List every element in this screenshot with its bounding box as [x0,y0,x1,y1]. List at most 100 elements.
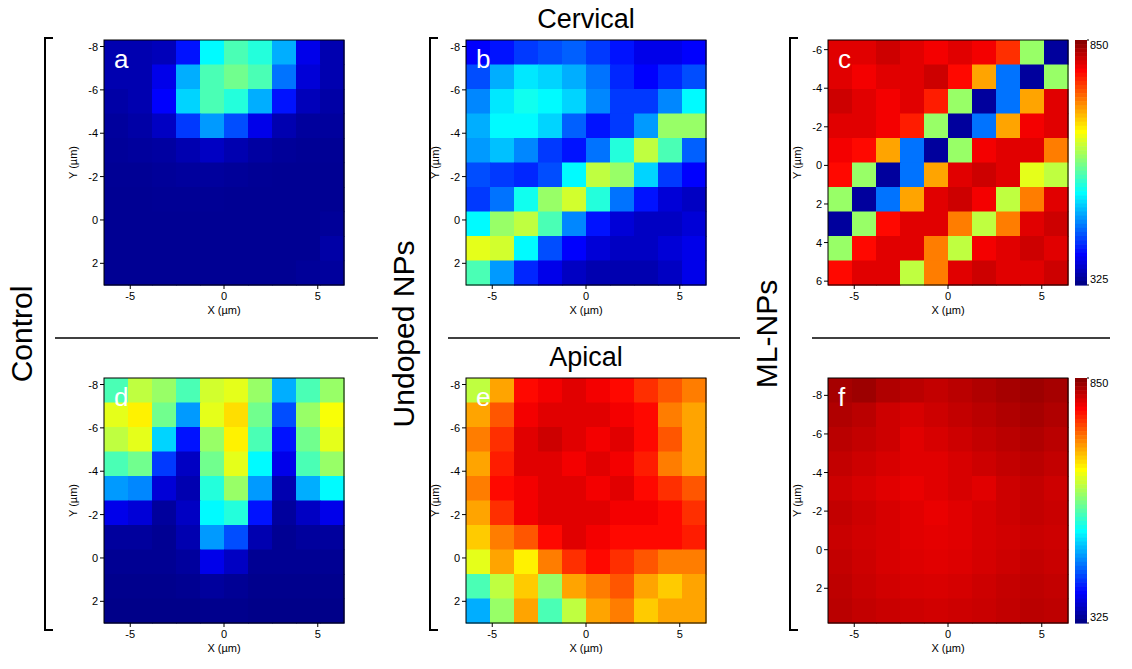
colorbar-strip [1075,468,1087,473]
heat-cell [562,236,587,261]
heat-cell [658,599,683,624]
colorbar-strip [1075,398,1087,403]
heat-cell [514,501,539,526]
heat-cell [972,187,997,212]
x-tick [130,623,131,627]
heat-cell [466,501,491,526]
heat-cell [682,574,707,599]
heat-cell [586,378,611,403]
x-tick-label: -5 [849,628,859,640]
row-title: Cervical [537,4,635,34]
heat-cell [176,525,201,550]
heat-cell [152,236,177,261]
heat-cell [1044,525,1069,550]
heat-cell [876,65,901,90]
y-tick-label: -2 [812,121,822,133]
heat-cell [996,501,1021,526]
x-axis-title: X (µm) [569,642,602,654]
heat-cell [490,403,515,428]
heat-cell [876,378,901,403]
heat-cell [610,550,635,575]
heat-cell [586,89,611,114]
heat-cell [924,452,949,477]
heat-cell [152,114,177,139]
heat-cell [128,212,153,237]
colorbar-strip [1075,277,1087,282]
colorbar-strip [1075,447,1087,452]
colorbar-strip [1075,126,1087,131]
heat-cell [466,261,491,286]
colorbar-strip [1075,248,1087,253]
heat-cell [320,427,345,452]
heat-cell [828,261,853,286]
heat-cell [1044,65,1069,90]
colorbar-strip [1075,525,1087,530]
heat-cell [248,525,273,550]
heat-cell [562,163,587,188]
heat-cell [682,65,707,90]
heat-cell [152,452,177,477]
heat-cell [490,501,515,526]
heat-cell [490,65,515,90]
heat-cell [586,236,611,261]
heat-cell [1044,427,1069,452]
heat-cell [562,187,587,212]
heat-cell [586,187,611,212]
heat-cell [1020,65,1045,90]
heat-cell [104,427,129,452]
x-tick-label: 0 [221,628,227,640]
y-tick-label: -2 [88,509,98,521]
heat-cell [104,261,129,286]
heat-cell [296,40,321,65]
heat-cell [248,65,273,90]
heat-cell [104,212,129,237]
heat-cell [128,501,153,526]
heat-cell [634,236,659,261]
heat-cell [272,452,297,477]
heat-cell [924,65,949,90]
colorbar-strip [1075,472,1087,477]
heat-cell [490,261,515,286]
heat-cell [876,212,901,237]
heat-cell [610,261,635,286]
colorbar-strip [1075,427,1087,432]
colorbar-strip [1075,44,1087,49]
heat-cell [128,427,153,452]
colorbar-strip [1075,52,1087,57]
heat-cell [128,574,153,599]
colorbar-strip [1075,456,1087,461]
heat-cell [104,501,129,526]
colorbar-strip [1075,476,1087,481]
heat-cell [104,163,129,188]
x-tick [679,623,680,627]
heat-cell [996,114,1021,139]
x-tick-label: -5 [125,628,135,640]
group-label: ML-NPs [750,280,783,388]
heat-cell [490,599,515,624]
heat-cell [972,403,997,428]
heat-cell [1044,261,1069,286]
heat-cell [682,236,707,261]
heat-cell [224,187,249,212]
colorbar-strip [1075,566,1087,571]
heat-cell [538,574,563,599]
heat-cell [562,501,587,526]
colorbar-strip [1075,443,1087,448]
heat-cell [682,427,707,452]
heat-cell [948,427,973,452]
heat-cell [1020,236,1045,261]
heat-cell [272,40,297,65]
heat-cell [828,550,853,575]
heat-cell [514,236,539,261]
heat-cell [104,138,129,163]
y-tick-label: -4 [450,127,460,139]
heat-cell [514,378,539,403]
heat-cell [586,599,611,624]
heat-cell [490,476,515,501]
heat-cell [876,187,901,212]
heat-cell [514,476,539,501]
heat-cell [296,65,321,90]
heat-cell [972,427,997,452]
heat-cell [610,427,635,452]
heat-cell [200,476,225,501]
